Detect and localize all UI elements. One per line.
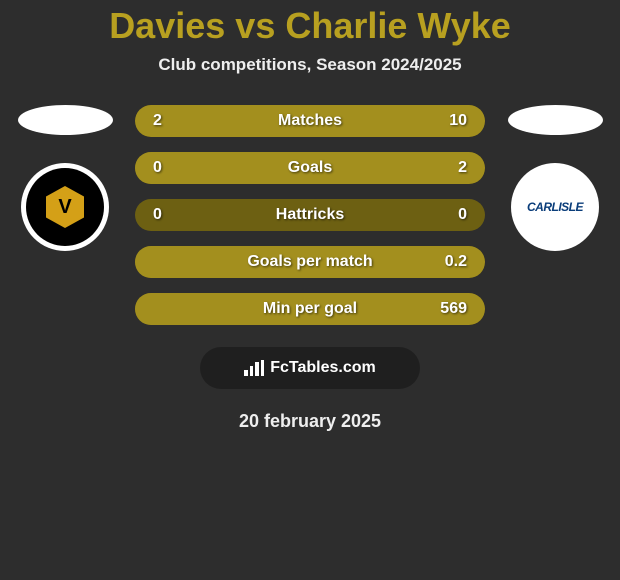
stat-label: Goals	[288, 159, 332, 177]
stat-right-value: 2	[458, 159, 467, 177]
stat-left-value: 2	[153, 112, 162, 130]
left-country-flag	[18, 105, 113, 135]
stat-left-value: 0	[153, 159, 162, 177]
stat-right-value: 10	[449, 112, 467, 130]
player2-name: Charlie Wyke	[285, 5, 510, 46]
comparison-row: V 2 Matches 10 0 Goals 2 0 Hattricks 0 Goals per …	[0, 105, 620, 325]
fctables-chart-icon	[244, 360, 264, 376]
stat-bar-min-per-goal: Min per goal 569	[135, 293, 485, 325]
stat-label: Goals per match	[247, 253, 372, 271]
subtitle: Club competitions, Season 2024/2025	[158, 55, 461, 75]
stat-label: Matches	[278, 112, 342, 130]
stat-bar-matches: 2 Matches 10	[135, 105, 485, 137]
left-club-logo: V	[21, 163, 109, 251]
stat-bar-goals: 0 Goals 2	[135, 152, 485, 184]
vs-text: vs	[235, 5, 275, 46]
date-label: 20 february 2025	[239, 411, 381, 432]
stats-column: 2 Matches 10 0 Goals 2 0 Hattricks 0 Goals per ma…	[135, 105, 485, 325]
stat-bar-goals-per-match: Goals per match 0.2	[135, 246, 485, 278]
stat-fill-left	[135, 105, 195, 137]
right-country-flag	[508, 105, 603, 135]
stat-right-value: 569	[440, 300, 467, 318]
stat-label: Min per goal	[263, 300, 357, 318]
right-club-logo: CARLISLE	[511, 163, 599, 251]
carlisle-logo-text: CARLISLE	[527, 200, 583, 214]
fctables-badge[interactable]: FcTables.com	[200, 347, 420, 389]
stat-bar-hattricks: 0 Hattricks 0	[135, 199, 485, 231]
stat-right-value: 0.2	[445, 253, 467, 271]
fctables-label: FcTables.com	[270, 359, 376, 377]
right-player-col: CARLISLE	[500, 105, 610, 251]
stat-right-value: 0	[458, 206, 467, 224]
player1-name: Davies	[109, 5, 225, 46]
newport-shield-icon: V	[58, 196, 71, 219]
page-title: Davies vs Charlie Wyke	[109, 5, 511, 47]
stat-left-value: 0	[153, 206, 162, 224]
left-player-col: V	[10, 105, 120, 251]
stat-label: Hattricks	[276, 206, 344, 224]
